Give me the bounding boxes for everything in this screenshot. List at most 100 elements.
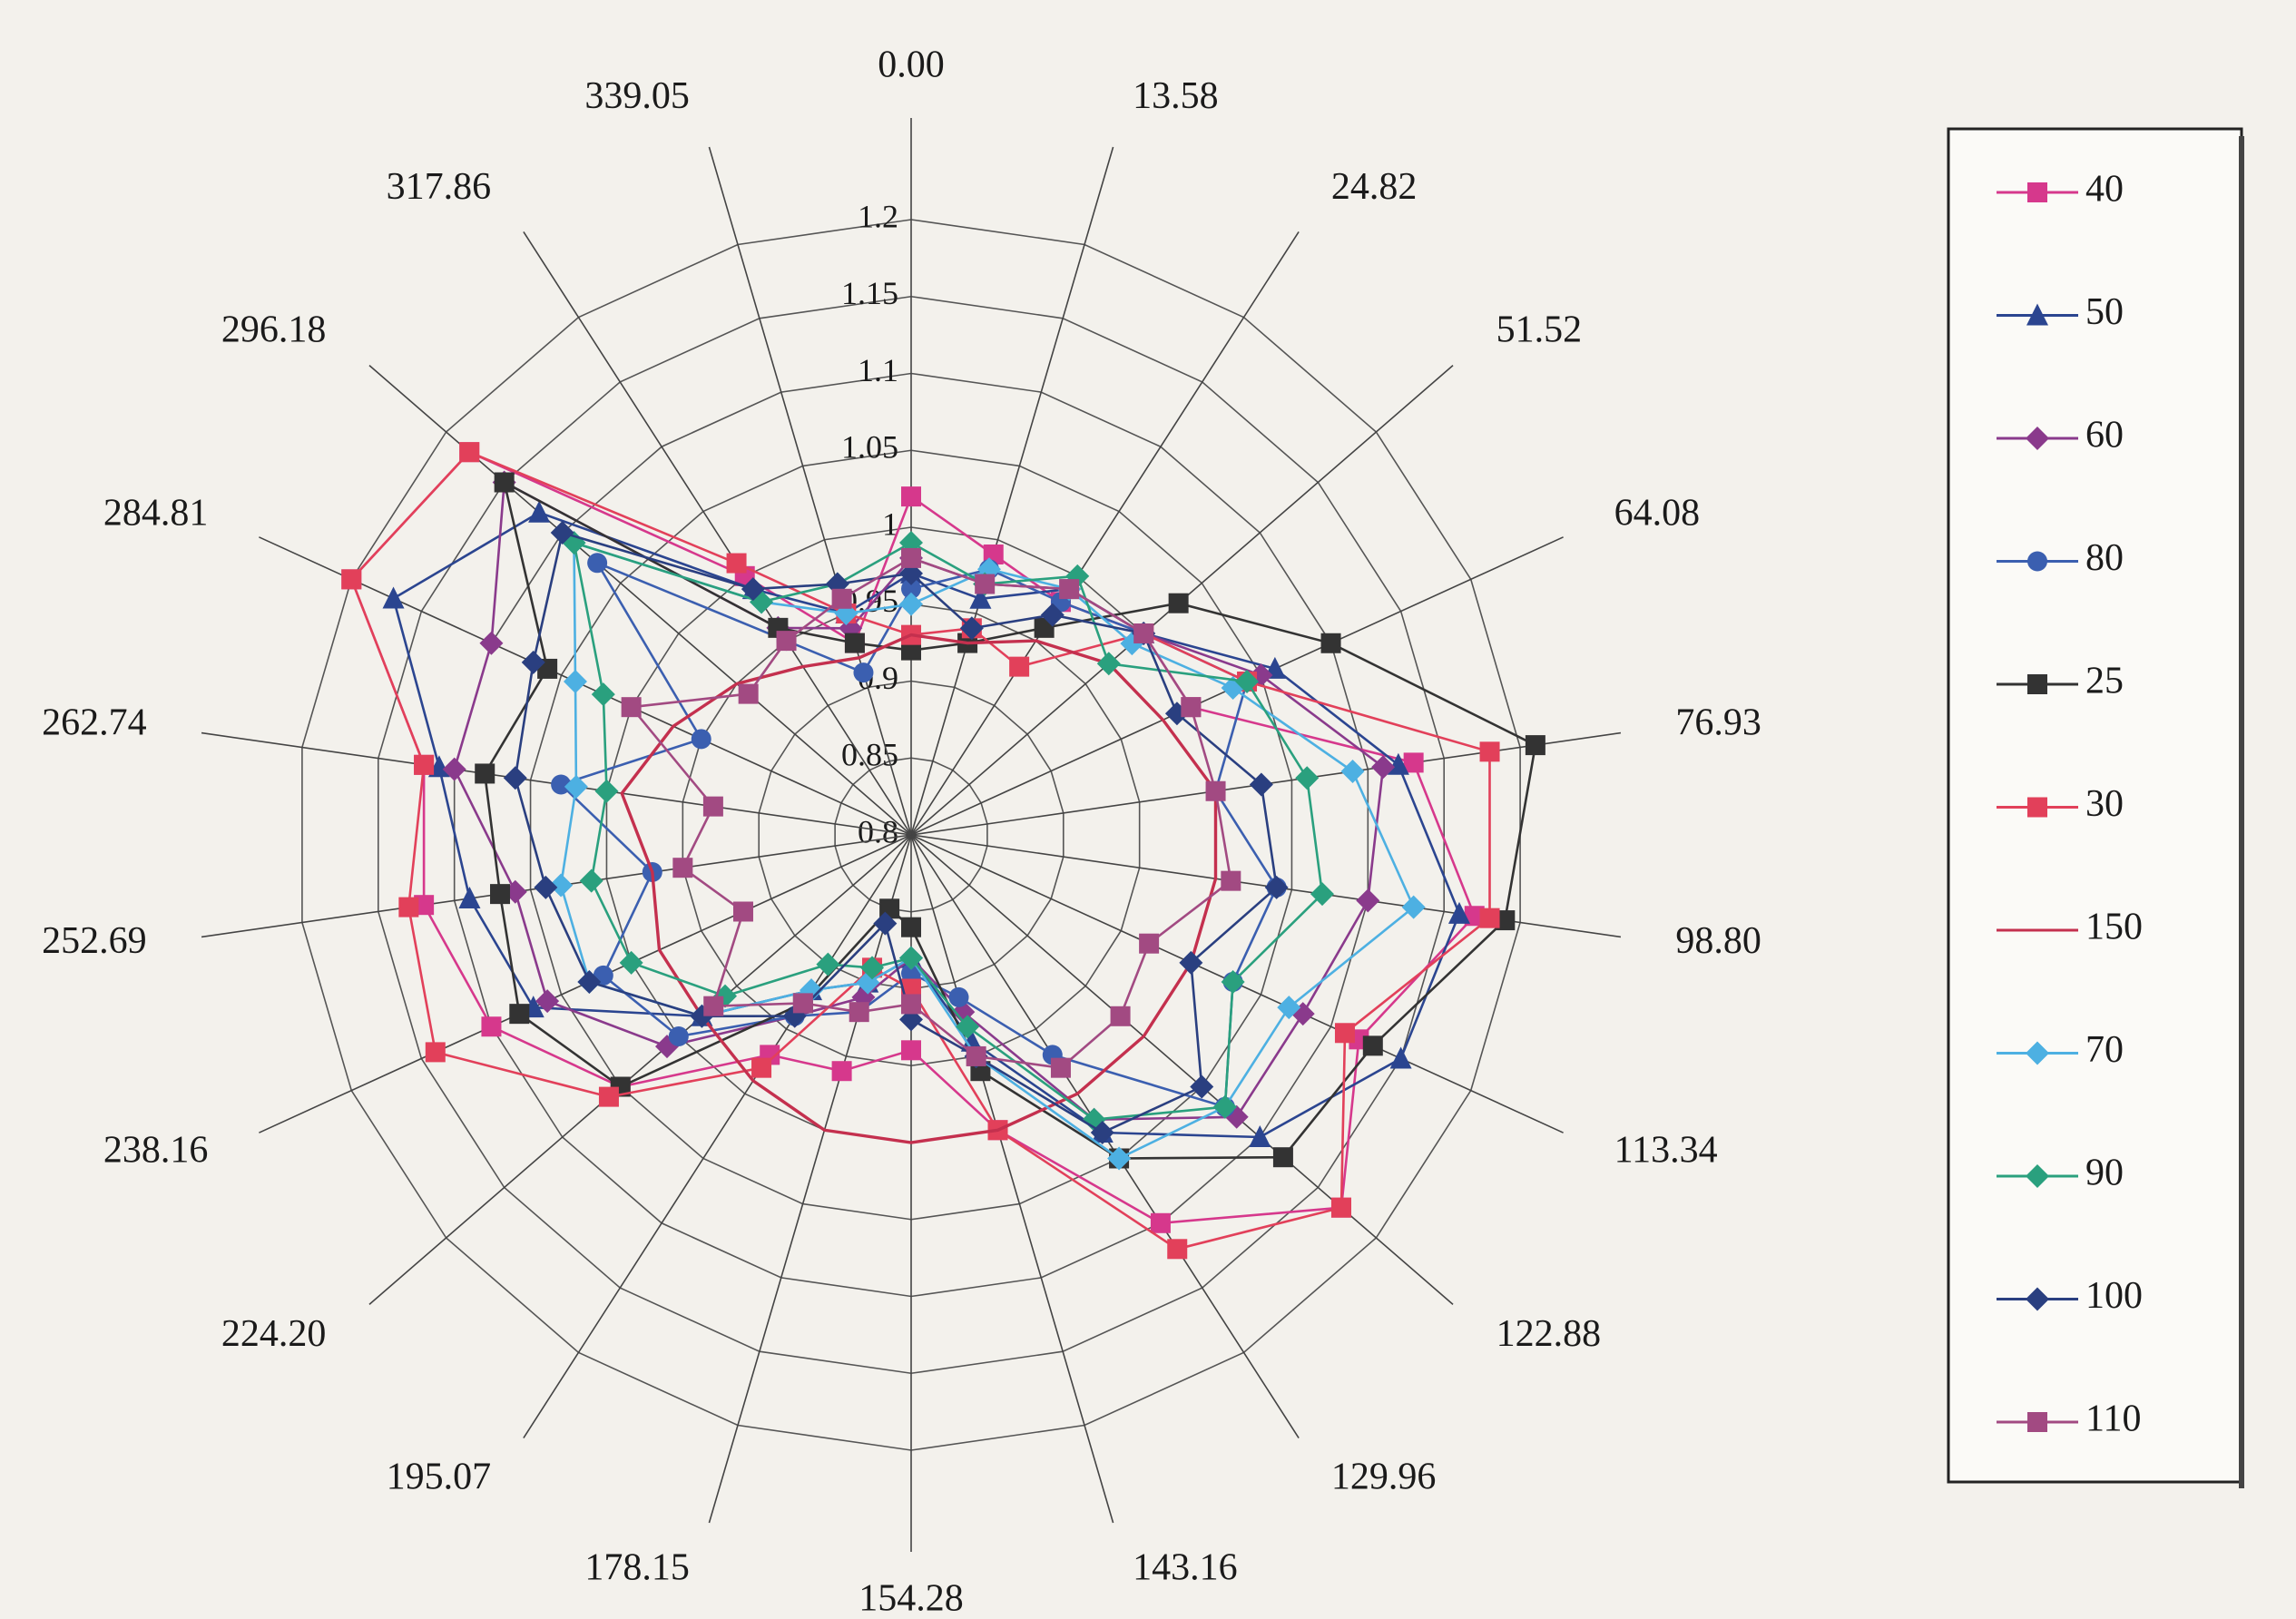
legend-label: 80 [2085,537,2124,579]
marker [849,1002,869,1023]
marker [1107,1146,1132,1171]
marker [1249,1124,1271,1147]
marker [1479,908,1500,928]
marker [901,917,921,937]
marker [1133,623,1154,644]
marker [1110,1006,1131,1026]
marker [703,996,724,1016]
marker [1009,656,1030,677]
marker [2027,182,2047,202]
marker [1168,593,1189,613]
marker [481,1016,502,1037]
category-label: 98.80 [1675,920,1761,962]
legend-box [1947,127,2243,1484]
spoke [259,536,912,836]
marker [1090,1120,1114,1144]
marker [535,989,560,1014]
category-label: 296.18 [221,309,327,350]
marker [579,868,603,893]
marker [726,553,747,574]
marker [577,969,602,994]
marker [414,754,435,775]
category-label: 284.81 [103,493,209,535]
marker [901,1040,921,1061]
category-label: 339.05 [584,75,690,117]
radial-tick-label: 1.1 [858,352,898,388]
marker [1272,1147,1293,1168]
marker [831,1061,852,1082]
marker [1179,950,1203,975]
marker [901,963,921,984]
category-label: 24.82 [1331,166,1418,208]
marker [1403,752,1424,773]
marker [853,662,874,683]
marker [901,994,921,1015]
marker [901,486,921,507]
marker [751,1057,772,1078]
marker [1495,910,1516,931]
marker [1525,735,1545,756]
marker [1050,1057,1071,1078]
marker [563,670,587,694]
marker [414,895,435,916]
marker [479,631,504,655]
marker [528,500,551,523]
category-label: 195.07 [387,1456,492,1497]
category-label: 252.69 [42,920,147,962]
spoke [910,146,1114,836]
marker [2027,551,2047,572]
marker [1249,772,1273,797]
spoke [910,231,1300,836]
marker [459,442,480,463]
marker [1277,996,1301,1020]
marker [1479,741,1500,762]
marker [509,1004,530,1025]
marker [550,521,574,545]
marker [1334,1023,1355,1044]
marker [1190,1074,1214,1099]
series-line [620,633,1218,1144]
category-label: 154.28 [859,1578,964,1619]
legend-label: 60 [2085,415,2124,456]
legend-label: 110 [2085,1398,2141,1440]
marker [844,633,865,653]
radial-tick-label: 1.05 [841,429,898,466]
marker [475,763,496,784]
marker [551,774,572,795]
marker [2027,674,2047,694]
marker [1150,1212,1171,1233]
marker [1387,752,1409,775]
marker [691,729,711,750]
category-label: 13.58 [1133,75,1219,117]
category-label: 178.15 [584,1546,690,1588]
spoke [910,834,1454,1305]
marker [382,586,405,609]
marker [899,592,923,616]
category-label: 113.34 [1614,1130,1718,1172]
marker [1139,933,1160,954]
marker [494,472,515,493]
marker [901,978,921,999]
marker [564,774,588,799]
marker [668,1025,689,1046]
category-label: 262.74 [42,702,147,743]
marker [1464,906,1485,927]
marker [1362,1035,1383,1056]
marker [1356,888,1380,913]
marker [1221,870,1241,891]
legend-label: 100 [2085,1275,2143,1317]
marker [458,886,481,908]
marker [503,766,527,790]
marker [776,631,797,652]
marker [549,873,574,898]
marker [1181,697,1202,718]
marker [873,911,898,936]
marker [792,993,813,1014]
marker [860,956,885,980]
category-label: 51.52 [1496,309,1583,350]
category-label: 122.88 [1496,1313,1602,1355]
marker [442,757,466,781]
marker [341,569,362,590]
marker [1205,780,1226,801]
